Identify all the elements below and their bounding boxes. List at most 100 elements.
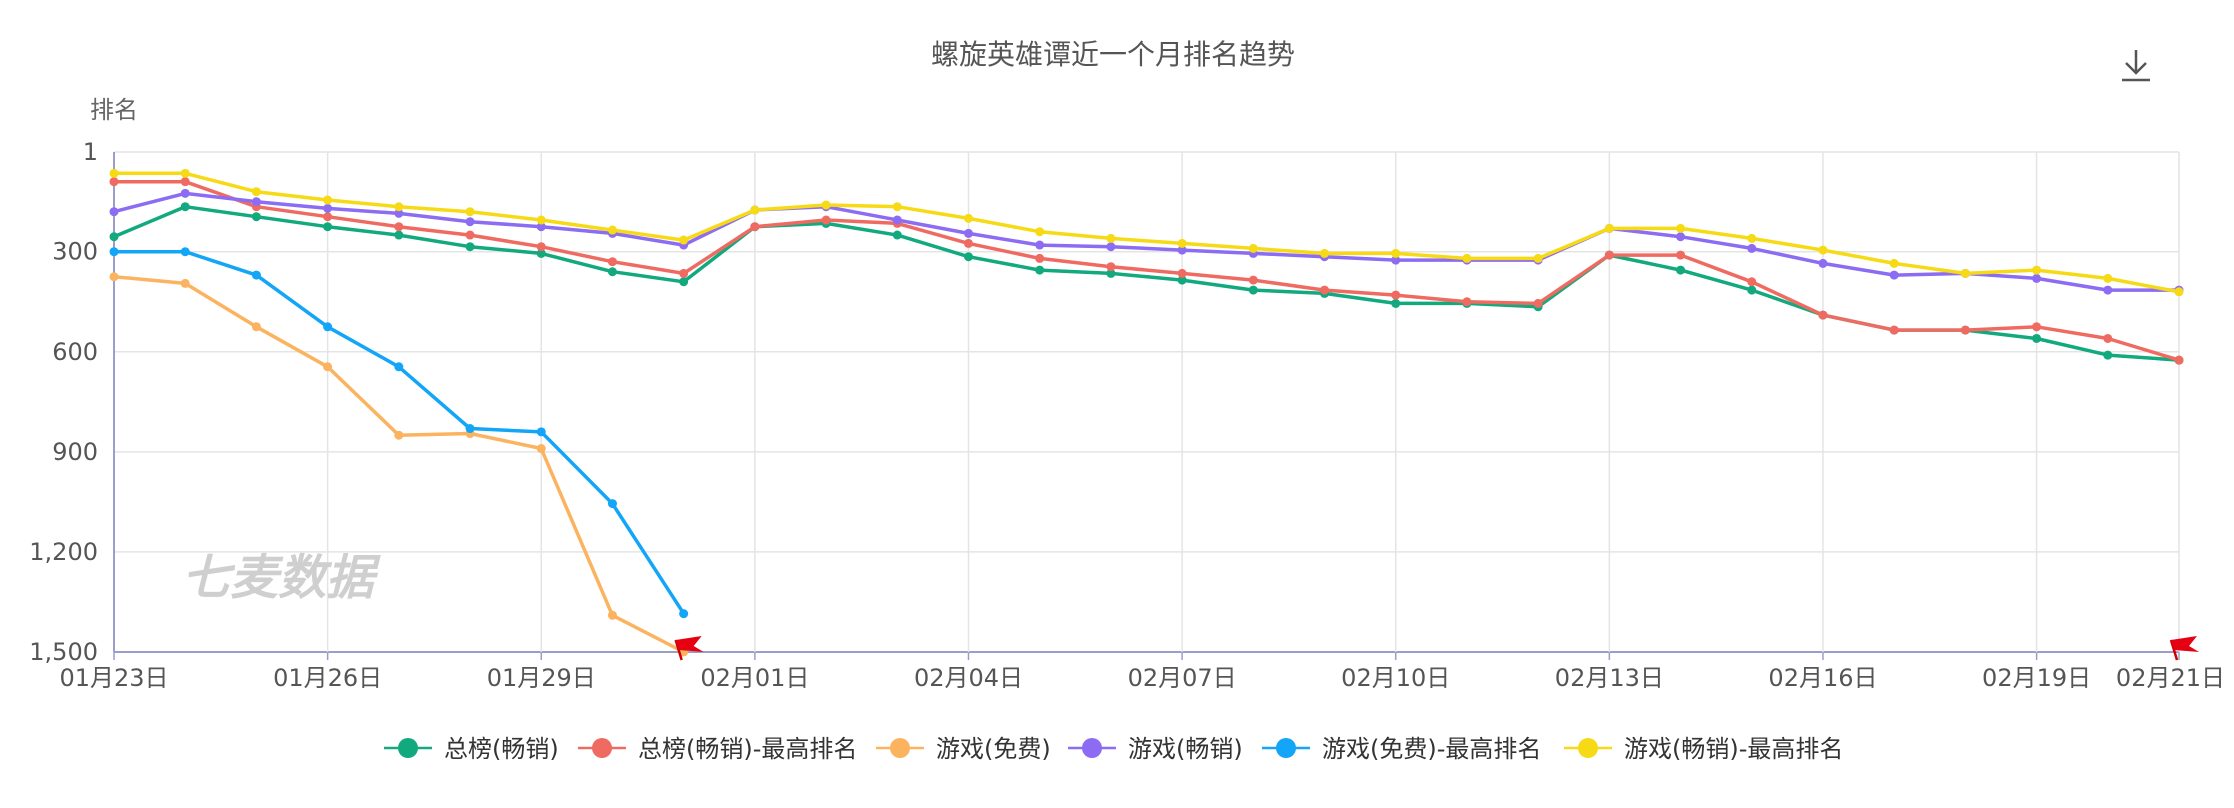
data-point[interactable] [607,225,617,235]
data-point[interactable] [394,362,404,372]
legend-item[interactable]: 总榜(畅销)-最高排名 [578,735,857,763]
data-point[interactable] [109,272,119,282]
data-point[interactable] [892,215,902,225]
data-point[interactable] [1889,270,1899,280]
data-point[interactable] [323,195,333,205]
data-point[interactable] [1533,253,1543,263]
data-point[interactable] [180,278,190,288]
data-point[interactable] [1818,245,1828,255]
data-point[interactable] [2103,273,2113,283]
data-point[interactable] [1462,253,1472,263]
data-point[interactable] [2032,322,2042,332]
data-point[interactable] [963,228,973,238]
data-point[interactable] [394,202,404,212]
data-point[interactable] [1177,238,1187,248]
data-point[interactable] [323,203,333,213]
data-point[interactable] [607,267,617,277]
data-point[interactable] [109,232,119,242]
data-point[interactable] [465,424,475,434]
data-point[interactable] [1889,325,1899,335]
data-point[interactable] [963,252,973,262]
data-point[interactable] [1676,265,1686,275]
data-point[interactable] [679,235,689,245]
data-point[interactable] [679,277,689,287]
data-point[interactable] [1889,258,1899,268]
data-point[interactable] [1747,243,1757,253]
data-point[interactable] [323,222,333,232]
data-point[interactable] [1248,243,1258,253]
data-point[interactable] [1818,258,1828,268]
data-point[interactable] [1462,297,1472,307]
data-point[interactable] [963,213,973,223]
data-point[interactable] [750,205,760,215]
data-point[interactable] [1035,265,1045,275]
data-point[interactable] [1391,290,1401,300]
data-point[interactable] [465,230,475,240]
legend-item[interactable]: 游戏(免费) [876,735,1051,763]
data-point[interactable] [1106,242,1116,252]
data-point[interactable] [536,215,546,225]
data-point[interactable] [1177,275,1187,285]
data-point[interactable] [1106,233,1116,243]
data-point[interactable] [1177,245,1187,255]
data-point[interactable] [2032,333,2042,343]
data-point[interactable] [109,168,119,178]
data-point[interactable] [821,200,831,210]
data-point[interactable] [251,197,261,207]
data-point[interactable] [2174,355,2184,365]
data-point[interactable] [465,217,475,227]
red-flag-icon[interactable] [2169,636,2199,661]
data-point[interactable] [1747,233,1757,243]
data-point[interactable] [2174,287,2184,297]
data-point[interactable] [536,242,546,252]
data-point[interactable] [1177,268,1187,278]
data-point[interactable] [394,222,404,232]
data-point[interactable] [536,222,546,232]
data-point[interactable] [394,230,404,240]
data-point[interactable] [2103,350,2113,360]
legend-item[interactable]: 游戏(免费)-最高排名 [1262,735,1541,763]
data-point[interactable] [394,208,404,218]
data-point[interactable] [1391,248,1401,258]
data-point[interactable] [1320,248,1330,258]
red-flag-icon[interactable] [674,636,704,661]
data-point[interactable] [323,212,333,222]
data-point[interactable] [180,168,190,178]
data-point[interactable] [251,270,261,280]
data-point[interactable] [892,230,902,240]
data-point[interactable] [2032,273,2042,283]
data-point[interactable] [394,430,404,440]
data-point[interactable] [1818,310,1828,320]
data-point[interactable] [2032,265,2042,275]
data-point[interactable] [1960,325,1970,335]
data-point[interactable] [2103,285,2113,295]
data-point[interactable] [1676,250,1686,260]
download-icon[interactable] [2116,44,2156,84]
data-point[interactable] [1391,298,1401,308]
data-point[interactable] [1747,285,1757,295]
data-point[interactable] [536,427,546,437]
data-point[interactable] [679,609,689,619]
data-point[interactable] [465,207,475,217]
data-point[interactable] [1960,268,1970,278]
data-point[interactable] [1747,277,1757,287]
data-point[interactable] [892,202,902,212]
data-point[interactable] [1676,232,1686,242]
data-point[interactable] [251,212,261,222]
data-point[interactable] [109,207,119,217]
data-point[interactable] [1320,285,1330,295]
legend-item[interactable]: 总榜(畅销) [384,735,559,763]
data-point[interactable] [251,187,261,197]
data-point[interactable] [323,362,333,372]
data-point[interactable] [1035,227,1045,237]
data-point[interactable] [607,610,617,620]
data-point[interactable] [180,188,190,198]
data-point[interactable] [750,222,760,232]
data-point[interactable] [1035,253,1045,263]
data-point[interactable] [963,238,973,248]
data-point[interactable] [607,257,617,267]
data-point[interactable] [1391,255,1401,265]
data-point[interactable] [1035,240,1045,250]
data-point[interactable] [1106,262,1116,272]
data-point[interactable] [679,268,689,278]
